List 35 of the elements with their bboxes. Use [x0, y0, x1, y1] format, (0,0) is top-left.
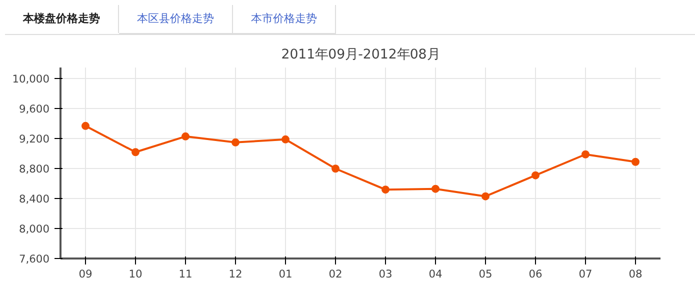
- x-tick-label: 01: [278, 268, 292, 280]
- x-tick-label: 04: [428, 268, 442, 280]
- x-tick-label: 09: [78, 268, 92, 280]
- point: [332, 164, 340, 173]
- x-tick-label: 10: [128, 268, 142, 280]
- point: [282, 135, 290, 144]
- y-tick-label: 7,600: [18, 252, 50, 266]
- x-tick-label: 02: [328, 268, 342, 280]
- point: [482, 192, 490, 200]
- point: [82, 122, 90, 130]
- point: [632, 158, 640, 166]
- point: [382, 186, 390, 194]
- y-tick-label: 9,200: [18, 132, 50, 146]
- text: 本市价格走势: [233, 5, 336, 34]
- point: [232, 138, 240, 146]
- x-tick-label: 07: [578, 268, 592, 280]
- x-tick-label: 11: [178, 268, 192, 280]
- point: [582, 150, 590, 158]
- x-tick-label: 05: [478, 268, 492, 280]
- point: [432, 184, 440, 193]
- y-tick-label: 8,400: [18, 192, 50, 206]
- x-tick-label: 08: [628, 268, 642, 280]
- y-tick-label: 10,000: [12, 72, 50, 86]
- point: [182, 132, 190, 140]
- text: 本楼盘价格走势: [5, 5, 119, 33]
- y-tick-label: 9,600: [18, 102, 50, 116]
- y-tick-label: 8,800: [18, 162, 50, 176]
- point: [132, 148, 140, 156]
- point: [532, 171, 540, 180]
- x-tick-label: 03: [378, 268, 392, 280]
- text: 本区县价格走势: [119, 5, 233, 34]
- y-tick-label: 8,000: [18, 222, 50, 236]
- chart-title: 2011年09月-2012年08月: [281, 48, 440, 62]
- x-tick-label: 06: [528, 268, 542, 280]
- x-tick-label: 12: [228, 268, 242, 280]
